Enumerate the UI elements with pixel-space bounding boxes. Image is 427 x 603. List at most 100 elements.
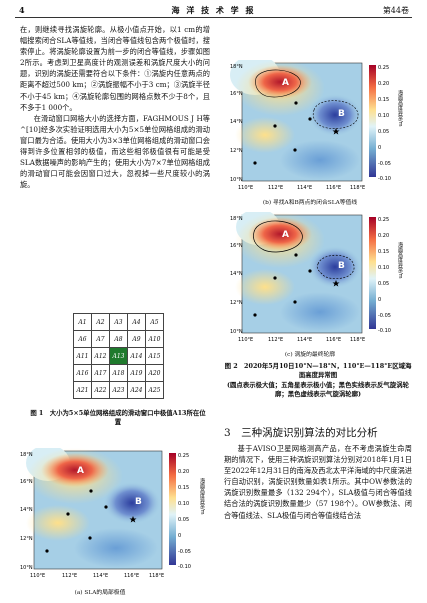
cb-tick: 0 (378, 145, 381, 151)
colorbar (169, 453, 176, 565)
lat-label: 16°N (230, 243, 243, 249)
maximum-point (45, 549, 49, 553)
lon-label: 110°E (238, 185, 253, 191)
grid-cell: A10 (145, 330, 164, 348)
maximum-point (253, 313, 257, 317)
lat-label: 16°N (230, 91, 243, 97)
maximum-point (104, 505, 108, 509)
right-column-text: 基于AVISO卫星网格测高产品，在不考虑涡旋生命周期的情况下，使用三种涡旋识别算… (224, 443, 412, 521)
cb-tick: 0.05 (178, 517, 189, 523)
lon-label: 118°E (149, 573, 164, 579)
journal-name: 海 洋 技 术 学 报 (171, 5, 256, 15)
cb-tick: 0.25 (378, 217, 389, 223)
grid-cell: A14 (127, 347, 146, 365)
lon-label: 118°E (350, 185, 365, 191)
lon-label: 110°E (238, 337, 253, 343)
maximum-point (88, 536, 92, 540)
cb-tick: -0.10 (378, 328, 391, 334)
maximum-point (308, 269, 312, 273)
paragraph: 基于AVISO卫星网格测高产品，在不考虑涡旋生命周期的情况下，使用三种涡旋识别算… (224, 444, 412, 520)
cb-tick: 0.15 (178, 485, 189, 491)
cb-tick: 0.10 (378, 113, 389, 119)
cb-tick: 0.05 (378, 129, 389, 135)
cb-tick: 0.10 (378, 265, 389, 271)
subcaption-c: (c) 涡旋的最终轮廓 (284, 352, 336, 358)
maximum-point (293, 148, 297, 152)
lat-label: 18°N (20, 452, 33, 458)
subcaption-a: (a) SLA的局部极值 (74, 590, 126, 596)
lat-label: 12°N (230, 148, 243, 154)
sla-map-a: A B 18°N 16°N 14°N 12°N 10°N 110°E 112°E… (20, 448, 205, 579)
label-b: B (338, 261, 345, 271)
grid-cell: A18 (109, 364, 128, 382)
grid-cell: A22 (91, 381, 110, 399)
sliding-window-grid: A1 A2 A3 A4 A5 A6 A7 A8 A9 A10 A11 A12 A13 A14 A15 A… (73, 313, 164, 399)
lat-label: 10°N (230, 177, 243, 183)
cb-tick: -0.05 (378, 313, 391, 319)
grid-cell: A3 (109, 313, 128, 331)
lat-label: 10°N (20, 565, 33, 571)
colorbar-title: 海面高度异常/m (199, 477, 205, 514)
lat-label: 10°N (230, 329, 243, 335)
lon-label: 116°E (326, 337, 341, 343)
cb-tick: 0 (178, 533, 181, 539)
lat-label: 14°N (20, 507, 33, 513)
lon-label: 114°E (297, 185, 312, 191)
cb-tick: 0.25 (178, 453, 189, 459)
lon-label: 112°E (62, 573, 77, 579)
maximum-point (66, 512, 70, 516)
paragraph: 在，则继续寻找涡旋轮廓。从极小值点开始，以1 cm的增幅搜索闭合SLA等值线，当… (20, 25, 210, 112)
cb-tick: 0.10 (178, 501, 189, 507)
cb-tick: -0.10 (178, 564, 191, 570)
cb-tick: 0.20 (378, 81, 389, 87)
label-a: A (282, 78, 289, 88)
grid-cell: A11 (73, 347, 92, 365)
cb-tick: -0.05 (178, 549, 191, 555)
grid-cell-center: A13 (109, 347, 128, 365)
label-b: B (135, 497, 142, 507)
grid-cell: A4 (127, 313, 146, 331)
lon-label: 116°E (124, 573, 139, 579)
lat-label: 14°N (230, 119, 243, 125)
grid-cell: A21 (73, 381, 92, 399)
grid-cell: A2 (91, 313, 110, 331)
lon-label: 112°E (268, 185, 283, 191)
colorbar-title: 海面高度异常/m (397, 241, 403, 278)
label-a: A (77, 466, 84, 476)
maximum-point (273, 276, 277, 280)
lat-label: 18°N (230, 216, 243, 222)
cb-tick: 0.15 (378, 249, 389, 255)
grid-cell: A24 (127, 381, 146, 399)
lat-label: 14°N (230, 271, 243, 277)
maximum-point (253, 161, 257, 165)
page-header: 4 海 洋 技 术 学 报 第44卷 (0, 0, 427, 22)
cb-tick: 0.15 (378, 97, 389, 103)
lat-label: 12°N (230, 300, 243, 306)
paragraph: 在滑动窗口网格大小的选择方面，FAGHMOUS J H等^[10]经多次实验证明… (20, 113, 210, 190)
grid-cell: A9 (127, 330, 146, 348)
colorbar (369, 65, 376, 177)
lon-label: 118°E (350, 337, 365, 343)
maximum-point (294, 101, 298, 105)
colorbar-title: 海面高度异常/m (397, 89, 403, 126)
lon-label: 110°E (30, 573, 45, 579)
section-title: 3 三种涡旋识别算法的对比分析 (224, 427, 378, 439)
maximum-point (89, 489, 93, 493)
label-a: A (282, 230, 289, 240)
lon-label: 114°E (297, 337, 312, 343)
grid-cell: A12 (91, 347, 110, 365)
minimum-star (129, 516, 137, 523)
grid-cell: A19 (127, 364, 146, 382)
figure-1-caption: 图 1 大小为5×5单位网格组成的滑动窗口中极值A13所在位置 (30, 409, 206, 426)
cb-tick: 0.05 (378, 281, 389, 287)
grid-cell: A20 (145, 364, 164, 382)
cb-tick: -0.10 (378, 176, 391, 182)
cb-tick: 0 (378, 297, 381, 303)
maximum-point (293, 300, 297, 304)
grid-cell: A7 (91, 330, 110, 348)
cb-tick: 0.25 (378, 65, 389, 71)
subcaption-b: (b) 寻找A和B两点的闭合SLA等值线 (262, 200, 358, 206)
left-column-text: 在，则继续寻找涡旋轮廓。从极小值点开始，以1 cm的增幅搜索闭合SLA等值线，当… (20, 24, 210, 190)
grid-cell: A6 (73, 330, 92, 348)
maximum-point (273, 124, 277, 128)
